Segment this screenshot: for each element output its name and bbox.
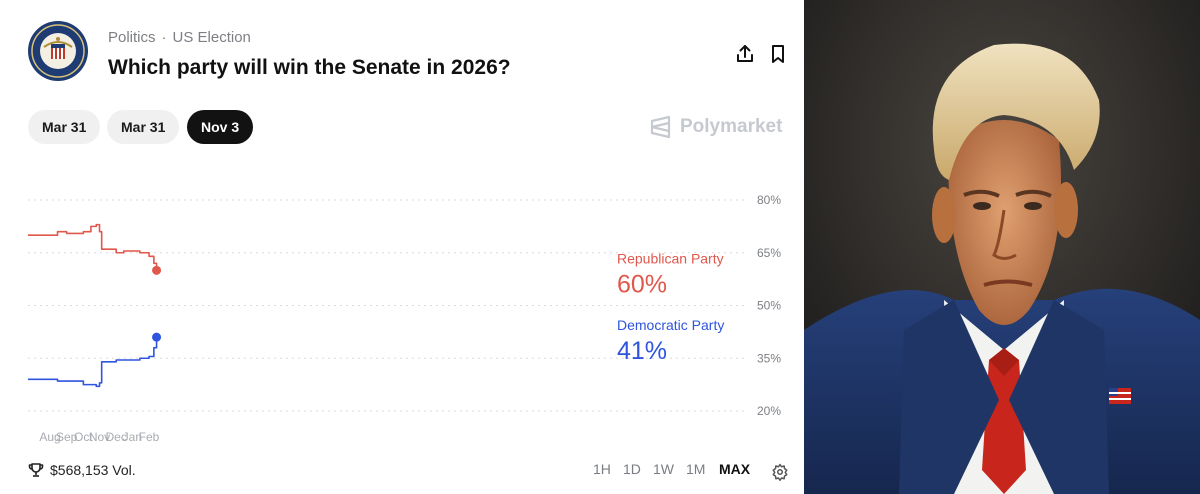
seal-icon xyxy=(28,21,88,81)
range-max[interactable]: MAX xyxy=(719,461,751,477)
range-1m[interactable]: 1M xyxy=(686,461,706,477)
republican-end-dot xyxy=(152,265,162,275)
series-value-label: 60% xyxy=(617,270,667,298)
gear-icon[interactable] xyxy=(771,463,789,481)
breadcrumb-category[interactable]: Politics xyxy=(108,29,156,46)
share-icon[interactable] xyxy=(733,42,757,66)
brand-name: Polymarket xyxy=(680,116,783,137)
trophy-icon xyxy=(28,463,44,477)
x-tick-label: Nov xyxy=(89,430,110,444)
series-value-label: 41% xyxy=(617,337,667,365)
range-1w[interactable]: 1W xyxy=(653,461,674,477)
breadcrumb-subcategory[interactable]: US Election xyxy=(172,29,251,46)
x-tick-label: Sep xyxy=(56,430,78,444)
volume: $568,153 Vol. xyxy=(28,462,136,478)
y-tick-label: 80% xyxy=(757,193,781,207)
date-tab-3[interactable]: Nov 3 xyxy=(187,110,254,144)
x-tick-label: Dec xyxy=(106,430,127,444)
date-tab-2[interactable]: Mar 31 xyxy=(107,110,180,144)
portrait-illustration xyxy=(804,0,1200,494)
x-tick-label: Oct xyxy=(74,430,93,444)
range-1h[interactable]: 1H xyxy=(593,461,611,477)
democratic-end-dot xyxy=(152,332,162,342)
y-tick-label: 20% xyxy=(757,404,781,418)
series-name-label: Republican Party xyxy=(617,250,724,266)
breadcrumb: Politics · US Election xyxy=(108,29,251,46)
series-name-label: Democratic Party xyxy=(617,317,724,333)
market-card: Politics · US Election Which party will wi… xyxy=(28,21,790,481)
x-tick-label: Feb xyxy=(139,430,160,444)
page-title: Which party will win the Senate in 2026? xyxy=(108,56,511,79)
volume-text: $568,153 Vol. xyxy=(50,462,136,478)
y-tick-label: 50% xyxy=(757,299,781,313)
polymarket-logo-icon xyxy=(650,115,671,139)
bookmark-icon[interactable] xyxy=(766,42,790,66)
polymarket-logo: Polymarket xyxy=(650,114,782,140)
x-tick-label: Jan xyxy=(123,430,142,444)
x-tick-label: Aug xyxy=(39,430,60,444)
y-tick-label: 35% xyxy=(757,351,781,365)
range-1d[interactable]: 1D xyxy=(623,461,641,477)
breadcrumb-separator: · xyxy=(161,29,167,46)
y-tick-label: 65% xyxy=(757,246,781,260)
date-tab-1[interactable]: Mar 31 xyxy=(28,110,101,144)
democratic-line xyxy=(28,337,158,388)
republican-line xyxy=(28,223,158,271)
portrait-photo xyxy=(804,0,1200,494)
